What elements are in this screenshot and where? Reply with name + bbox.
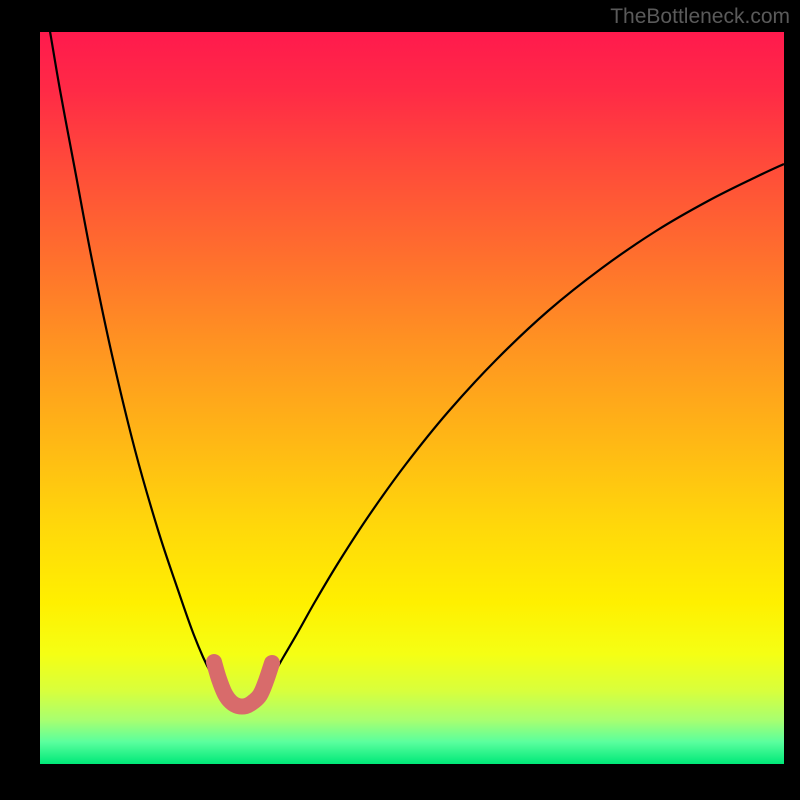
plot-background bbox=[40, 32, 784, 764]
chart-frame: TheBottleneck.com bbox=[0, 0, 800, 800]
chart-svg bbox=[0, 0, 800, 800]
